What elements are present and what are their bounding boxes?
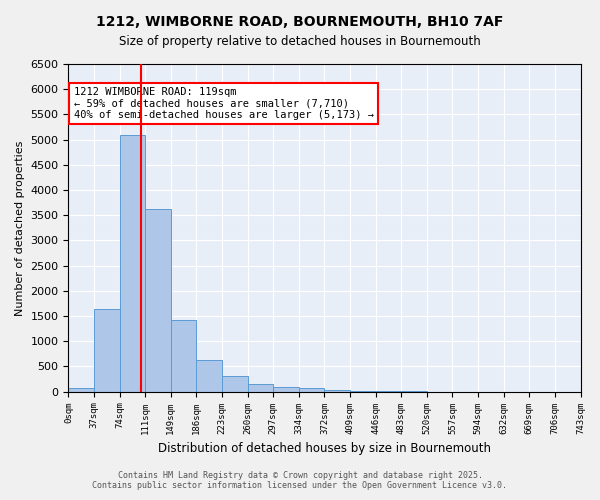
Bar [376, 391, 401, 392]
Bar [68, 388, 94, 392]
Bar [145, 209, 171, 392]
Bar [196, 360, 222, 392]
Text: Size of property relative to detached houses in Bournemouth: Size of property relative to detached ho… [119, 35, 481, 48]
Text: 1212, WIMBORNE ROAD, BOURNEMOUTH, BH10 7AF: 1212, WIMBORNE ROAD, BOURNEMOUTH, BH10 7… [97, 15, 503, 29]
Y-axis label: Number of detached properties: Number of detached properties [15, 140, 25, 316]
Bar [299, 388, 325, 392]
Text: Contains HM Land Registry data © Crown copyright and database right 2025.
Contai: Contains HM Land Registry data © Crown c… [92, 470, 508, 490]
Bar [222, 376, 248, 392]
X-axis label: Distribution of detached houses by size in Bournemouth: Distribution of detached houses by size … [158, 442, 491, 455]
Bar [273, 387, 299, 392]
Bar [325, 390, 350, 392]
Bar [350, 390, 376, 392]
Text: 1212 WIMBORNE ROAD: 119sqm
← 59% of detached houses are smaller (7,710)
40% of s: 1212 WIMBORNE ROAD: 119sqm ← 59% of deta… [74, 87, 374, 120]
Bar [94, 308, 119, 392]
Bar [248, 384, 273, 392]
Bar [119, 134, 145, 392]
Bar [171, 320, 196, 392]
